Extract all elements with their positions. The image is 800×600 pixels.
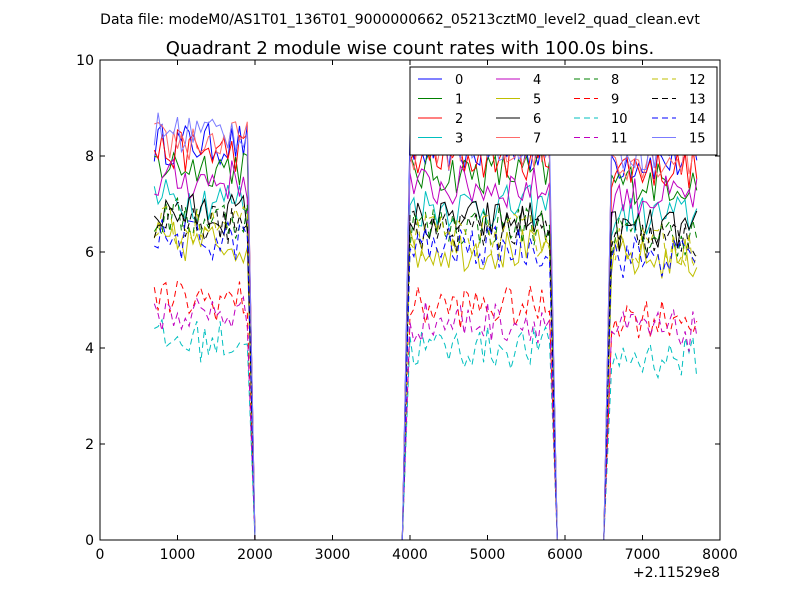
- legend-label-12: 12: [689, 73, 706, 88]
- legend-label-9: 9: [611, 93, 619, 108]
- x-tick-label: 7000: [625, 547, 661, 563]
- series-line-4: [154, 158, 698, 540]
- x-tick-label: 6000: [547, 547, 583, 563]
- legend-label-11: 11: [611, 132, 628, 147]
- x-tick-label: 0: [96, 547, 105, 563]
- legend-label-0: 0: [455, 73, 463, 88]
- series-line-6: [153, 192, 698, 540]
- x-offset-label: +2.11529e8: [633, 565, 720, 581]
- legend-label-5: 5: [533, 93, 541, 108]
- series-line-1: [154, 150, 698, 540]
- x-tick-label: 4000: [392, 547, 428, 563]
- legend-label-6: 6: [533, 112, 541, 127]
- series-line-5: [153, 221, 698, 540]
- series-line-10: [154, 318, 698, 540]
- x-tick-label: 8000: [702, 547, 738, 563]
- legend-label-7: 7: [533, 132, 541, 147]
- legend-label-13: 13: [689, 93, 706, 108]
- x-tick-label: 3000: [315, 547, 351, 563]
- series-line-14: [154, 219, 698, 540]
- series-line-2: [153, 128, 698, 540]
- legend-label-10: 10: [611, 112, 628, 127]
- legend-label-3: 3: [455, 132, 463, 147]
- figure-suptitle: Data file: modeM0/AS1T01_136T01_90000006…: [100, 12, 700, 28]
- plot-axes: 0 1000 2000 3000 4000 5000 6000 7000 80000246810…: [76, 53, 738, 563]
- legend-box: [409, 66, 718, 156]
- legend-label-1: 1: [455, 93, 463, 108]
- y-tick-label: 8: [85, 149, 94, 165]
- series-line-13: [153, 201, 698, 540]
- chart-title: Quadrant 2 module wise count rates with …: [166, 38, 655, 59]
- legend-label-2: 2: [455, 112, 463, 127]
- y-tick-label: 0: [85, 533, 94, 549]
- legend-label-15: 15: [689, 132, 706, 147]
- x-tick-label: 1000: [160, 547, 196, 563]
- y-tick-label: 6: [85, 245, 94, 261]
- y-tick-label: 10: [76, 53, 94, 69]
- legend-label-8: 8: [611, 73, 619, 88]
- legend-label-4: 4: [533, 73, 541, 88]
- series-line-11: [153, 295, 698, 540]
- y-tick-label: 4: [85, 341, 94, 357]
- x-tick-label: 5000: [470, 547, 506, 563]
- x-tick-label: 2000: [237, 547, 273, 563]
- y-tick-label: 2: [85, 437, 94, 453]
- legend-label-14: 14: [689, 112, 706, 127]
